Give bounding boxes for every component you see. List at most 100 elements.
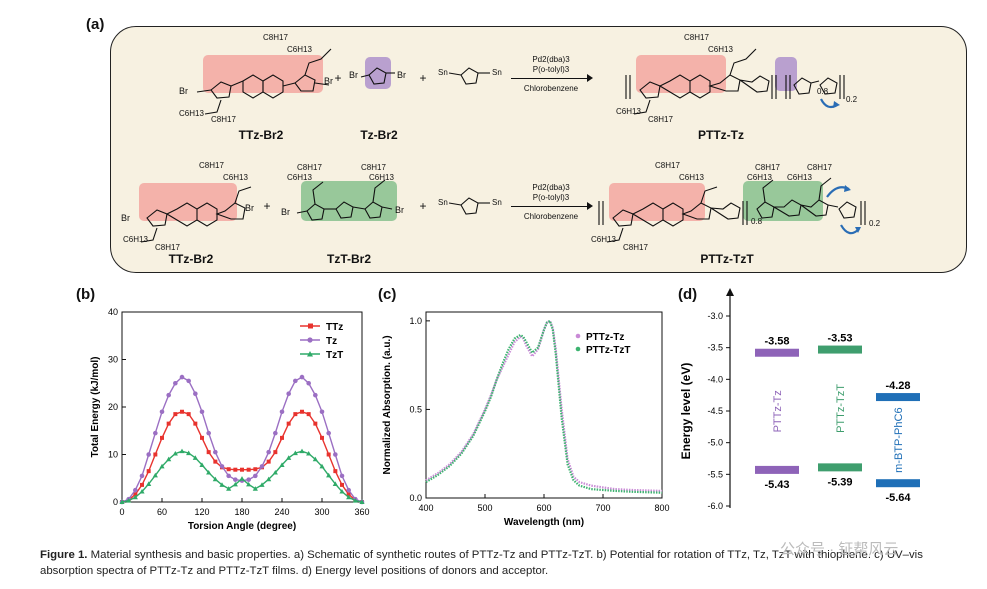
- plus-sign: +: [419, 71, 427, 85]
- plot-frame: [425, 311, 663, 499]
- data-point: [186, 378, 191, 384]
- data-point: [306, 450, 312, 456]
- c8h17-label: C8H17: [623, 243, 648, 252]
- data-point: [232, 481, 238, 487]
- energy-level-chart: -3.0 -3.5 -4.0 -4.5 -5.0 -5.5 -6.0 Energy level…: [679, 288, 920, 511]
- data-point: [140, 482, 144, 487]
- reaction-arrowhead: [587, 74, 593, 82]
- pttz-tzt-structure: [598, 177, 866, 243]
- x-tick-label: 120: [194, 507, 209, 517]
- data-point: [266, 449, 271, 455]
- br-label: Br: [349, 70, 358, 80]
- row1-condition: Pd2(dba)3: [532, 55, 570, 64]
- data-point: [172, 450, 178, 456]
- data-point: [192, 455, 198, 460]
- c6h13-label: C6H13: [616, 107, 641, 116]
- data-point: [286, 421, 291, 426]
- data-point: [233, 467, 238, 472]
- data-point: [132, 494, 138, 500]
- subscript-0-8: 0.8: [817, 87, 829, 96]
- panel-c-label: (c): [378, 286, 397, 303]
- row2-condition: Chlorobenzene: [523, 212, 579, 221]
- y-tick-label: 0.0: [409, 493, 422, 503]
- data-point: [266, 459, 271, 464]
- data-point: [299, 374, 305, 380]
- data-point: [219, 464, 225, 469]
- x-tick-label: 300: [314, 507, 329, 517]
- x-tick-label: 180: [234, 507, 249, 517]
- absorption-chart: 400 500 600 700 800 0.0 0.5 1.0 Wavelength (nm) N…: [382, 311, 670, 528]
- tz-br2-label: Tz-Br2: [360, 128, 398, 142]
- c8h17-label: C8H17: [648, 115, 673, 124]
- product-tz-highlight: [775, 57, 797, 91]
- legend-marker: [307, 337, 313, 343]
- legend-marker: [575, 333, 581, 339]
- data-point: [346, 494, 352, 500]
- c8h17-label: C8H17: [361, 163, 386, 172]
- y-axis-label: Energy level (eV): [679, 363, 693, 460]
- x-tick-label: 600: [536, 503, 551, 513]
- pttz-tzt-label: PTTz-TzT: [700, 252, 754, 266]
- material-label: PTTz-TzT: [835, 384, 847, 433]
- c6h13-label: C6H13: [223, 173, 248, 182]
- br-label: Br: [395, 205, 404, 215]
- data-point: [152, 472, 158, 478]
- legend-label: TzT: [326, 350, 343, 361]
- data-point: [233, 477, 238, 482]
- product-tzt-highlight: [743, 181, 823, 221]
- c6h13-label: C6H13: [369, 173, 394, 182]
- caption-figure-number: Figure 1.: [40, 549, 88, 561]
- panel-a-label: (a): [86, 16, 105, 33]
- data-point: [332, 481, 338, 486]
- sn-label: Sn: [492, 68, 502, 77]
- sn-label: Sn: [438, 68, 448, 77]
- row2-condition: Pd2(dba)3: [532, 183, 570, 192]
- data-point: [292, 450, 298, 456]
- panel-b-label: (b): [76, 286, 96, 303]
- reaction-arrowhead: [587, 202, 593, 210]
- c6h13-label: C6H13: [179, 109, 204, 118]
- legend-label: Tz: [326, 336, 337, 347]
- data-point: [333, 452, 338, 457]
- y-axis-label: Normalized Absorption. (a.u.): [382, 335, 393, 474]
- data-point: [273, 450, 278, 455]
- ttz-br2-structure: [196, 48, 332, 115]
- data-point: [186, 412, 191, 417]
- data-point: [199, 462, 205, 467]
- data-point: [219, 482, 225, 487]
- lumo-value-label: -3.53: [827, 333, 852, 345]
- data-point: [153, 452, 158, 457]
- torsion-energy-chart: 0 60 120 180 240 300 360 0 10 20 30 40 Torsion Angle…: [90, 307, 370, 532]
- br-label: Br: [121, 213, 130, 223]
- x-tick-label: 60: [157, 507, 167, 517]
- data-point: [193, 391, 198, 396]
- data-point: [212, 476, 218, 482]
- y-tick-label: 20: [108, 402, 118, 412]
- ttz-br2-structure: [140, 186, 252, 243]
- data-point: [300, 409, 304, 414]
- data-point: [226, 467, 231, 472]
- y-tick-label: 30: [108, 355, 118, 365]
- distannyl-thiophene-structure: [448, 197, 490, 215]
- sn-label: Sn: [438, 198, 448, 207]
- x-tick-label: 0: [119, 507, 124, 517]
- data-point: [339, 473, 345, 479]
- x-axis-label: Wavelength (nm): [504, 517, 584, 528]
- c6h13-label: C6H13: [123, 235, 148, 244]
- y-axis-label: Total Energy (kJ/mol): [90, 357, 101, 458]
- c8h17-label: C8H17: [155, 243, 180, 252]
- x-tick-label: 400: [418, 503, 433, 513]
- c6h13-label: C6H13: [287, 45, 312, 54]
- data-point: [286, 391, 291, 396]
- y-tick-label: 0: [113, 497, 118, 507]
- data-point: [213, 459, 218, 464]
- data-point: [346, 487, 351, 493]
- y-tick-label: 10: [108, 450, 118, 460]
- c8h17-label: C8H17: [199, 161, 224, 170]
- data-point: [326, 452, 331, 457]
- data-point: [199, 409, 205, 415]
- data-point: [246, 477, 251, 482]
- data-point: [146, 469, 151, 474]
- data-point: [226, 473, 231, 479]
- lumo-bar: [818, 345, 862, 354]
